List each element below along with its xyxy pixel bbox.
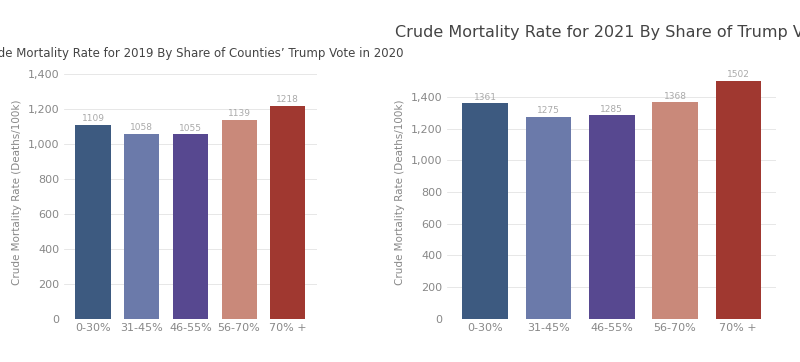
Text: 1275: 1275 (537, 106, 560, 115)
Text: 1139: 1139 (227, 109, 250, 118)
Bar (715, 81, 761, 319)
Bar (75, 125, 110, 319)
Bar (270, 106, 306, 319)
Bar (124, 134, 159, 319)
Bar (526, 117, 571, 319)
Text: 1055: 1055 (179, 124, 202, 133)
Title: Crude Mortality Rate for 2021 By Share of Trump Vote: Crude Mortality Rate for 2021 By Share o… (395, 25, 800, 39)
Bar (589, 115, 634, 319)
Text: 1058: 1058 (130, 123, 153, 132)
Text: 1109: 1109 (82, 114, 105, 123)
Bar (222, 119, 257, 319)
Text: 1285: 1285 (600, 105, 623, 114)
Text: 1218: 1218 (276, 95, 299, 104)
Title: Crude Mortality Rate for 2019 By Share of Counties’ Trump Vote in 2020: Crude Mortality Rate for 2019 By Share o… (0, 47, 404, 60)
Y-axis label: Crude Mortality Rate (Deaths/100k): Crude Mortality Rate (Deaths/100k) (12, 99, 22, 285)
Text: 1502: 1502 (727, 71, 750, 79)
Text: 1361: 1361 (474, 93, 497, 102)
Text: 1368: 1368 (663, 92, 686, 101)
Bar (173, 134, 208, 319)
Bar (462, 103, 508, 319)
Bar (652, 102, 698, 319)
Y-axis label: Crude Mortality Rate (Deaths/100k): Crude Mortality Rate (Deaths/100k) (395, 99, 406, 285)
